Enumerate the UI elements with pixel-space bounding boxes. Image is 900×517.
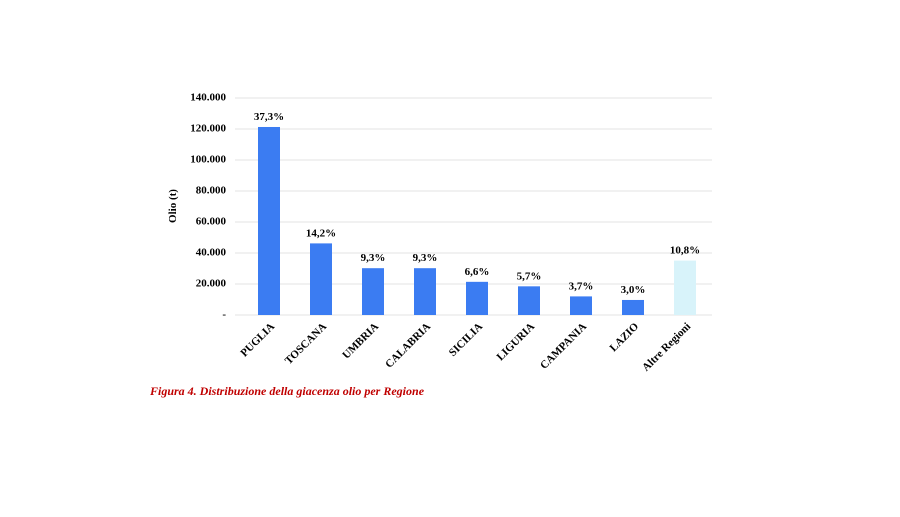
bar [622, 299, 644, 315]
y-tick-label: 80.000 [196, 185, 227, 197]
data-label: 3,0% [621, 284, 646, 296]
data-label: 9,3% [361, 252, 386, 264]
bar [674, 260, 696, 315]
data-label: 14,2% [306, 227, 336, 239]
y-tick-label: - [222, 309, 226, 321]
bar [362, 268, 384, 315]
y-tick-label: 40.000 [196, 247, 227, 259]
x-tick-label: LIGURIA [494, 321, 537, 364]
data-label: 37,3% [254, 111, 284, 123]
x-tick-label: SICILIA [447, 321, 485, 359]
x-tick-label: LAZIO [608, 320, 642, 354]
y-tick-label: 20.000 [196, 278, 227, 290]
data-label: 9,3% [413, 252, 438, 264]
caption: Figura 4. Distribuzione della giacenza o… [149, 384, 425, 398]
x-tick-label: UMBRIA [340, 321, 381, 362]
bar [310, 243, 332, 315]
y-axis-label: Olio (t) [167, 189, 179, 223]
x-tick-label: CAMPANIA [538, 321, 589, 372]
bar [466, 281, 488, 315]
x-tick-label: PUGLIA [238, 321, 277, 360]
bar [570, 296, 592, 315]
data-label: 3,7% [569, 280, 594, 292]
x-tick-label: CALABRIA [383, 321, 433, 371]
bar [258, 126, 280, 315]
data-label: 5,7% [517, 270, 542, 282]
x-tick-label: Altre Regioni [640, 321, 693, 374]
y-tick-label: 100.000 [190, 154, 226, 166]
x-tick-label: TOSCANA [283, 321, 329, 367]
data-label: 6,6% [465, 266, 490, 278]
y-tick-label: 120.000 [190, 123, 226, 135]
bar [518, 286, 540, 315]
data-label: 10,8% [670, 245, 700, 257]
y-tick-label: 60.000 [196, 216, 227, 228]
bar [414, 268, 436, 315]
y-tick-label: 140.000 [190, 92, 226, 104]
